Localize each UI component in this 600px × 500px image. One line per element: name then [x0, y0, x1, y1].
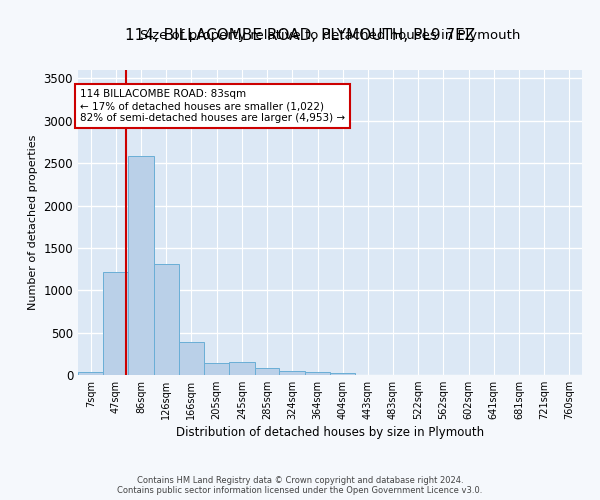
Text: 114 BILLACOMBE ROAD: 83sqm
← 17% of detached houses are smaller (1,022)
82% of s: 114 BILLACOMBE ROAD: 83sqm ← 17% of deta…	[80, 90, 345, 122]
Bar	[204, 362, 229, 375]
X-axis label: Distribution of detached houses by size in Plymouth: Distribution of detached houses by size …	[176, 426, 484, 440]
Bar	[229, 362, 254, 375]
Text: Contains HM Land Registry data © Crown copyright and database right 2024.
Contai: Contains HM Land Registry data © Crown c…	[118, 476, 482, 495]
Bar	[254, 368, 280, 375]
Bar	[179, 342, 204, 375]
Bar	[128, 156, 154, 375]
Bar	[78, 372, 103, 375]
Title: Size of property relative to detached houses in Plymouth: Size of property relative to detached ho…	[140, 30, 520, 43]
Bar	[103, 272, 128, 375]
Text: 114, BILLACOMBE ROAD, PLYMOUTH, PL9 7EZ: 114, BILLACOMBE ROAD, PLYMOUTH, PL9 7EZ	[125, 28, 475, 42]
Bar	[154, 264, 179, 375]
Bar	[305, 372, 331, 375]
Y-axis label: Number of detached properties: Number of detached properties	[28, 135, 38, 310]
Bar	[331, 374, 355, 375]
Bar	[280, 371, 305, 375]
